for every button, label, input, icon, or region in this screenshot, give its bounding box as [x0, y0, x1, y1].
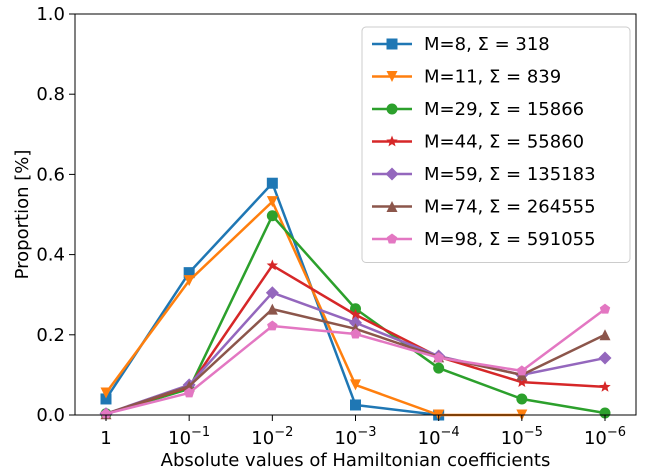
legend: M=8, Σ = 318 M=11, Σ = 839 M=29, Σ = 15866… — [361, 26, 631, 263]
data-point — [433, 362, 445, 374]
x-tick-label: 10−5 — [501, 425, 543, 449]
legend-item: M=74, Σ = 264555 — [372, 197, 596, 218]
data-point — [183, 387, 195, 398]
legend-item: M=44, Σ = 55860 — [372, 132, 584, 153]
data-point — [516, 393, 528, 405]
legend-box — [361, 26, 631, 263]
legend-item: M=11, Σ = 839 — [372, 67, 561, 88]
plot-area — [99, 177, 612, 421]
legend-label: M=29, Σ = 15866 — [424, 99, 584, 120]
y-tick-label: 1.0 — [36, 4, 65, 25]
y-tick-label: 0.8 — [36, 84, 65, 105]
legend-marker — [386, 103, 398, 115]
data-point — [349, 308, 362, 320]
data-point — [266, 210, 278, 222]
legend-label: M=11, Σ = 839 — [424, 67, 561, 88]
data-point — [100, 408, 112, 419]
data-point — [183, 380, 195, 392]
data-point — [100, 393, 112, 405]
x-tick-label: 10−3 — [334, 425, 376, 449]
x-tick-label: 10−1 — [168, 425, 210, 449]
data-point — [266, 196, 278, 208]
data-point — [350, 303, 361, 315]
x-tick-label: 10−4 — [418, 425, 460, 449]
legend-label: M=74, Σ = 264555 — [424, 197, 596, 218]
y-tick-label: 0.0 — [36, 405, 65, 426]
data-point — [350, 399, 361, 411]
y-axis-label: Proportion [%] — [12, 150, 33, 280]
legend-label: M=44, Σ = 55860 — [424, 132, 584, 153]
data-point — [516, 365, 528, 376]
data-point — [267, 320, 278, 331]
data-point — [598, 351, 612, 365]
y-tick-label: 0.4 — [36, 245, 65, 266]
x-tick-label: 10−2 — [251, 425, 293, 449]
data-point — [266, 177, 278, 189]
y-tick-label: 0.2 — [36, 325, 65, 346]
data-point — [350, 379, 361, 391]
data-point — [266, 303, 278, 315]
legend-marker — [386, 71, 398, 82]
legend-marker — [386, 135, 398, 147]
data-point — [516, 376, 528, 387]
legend-item: M=8, Σ = 318 — [372, 34, 550, 55]
data-point — [599, 380, 611, 392]
data-point — [266, 259, 279, 271]
x-axis-label: Absolute values of Hamiltonian coefficie… — [161, 450, 551, 470]
data-point — [265, 286, 279, 300]
legend-item: M=29, Σ = 15866 — [372, 99, 584, 120]
legend-item: M=98, Σ = 591055 — [372, 229, 596, 250]
legend-label: M=59, Σ = 135183 — [424, 164, 596, 185]
data-point — [100, 387, 112, 399]
axes: 0.0 0.2 0.4 0.6 0.8 1.0 1 10−1 10−2 10−3 10−4 10−5 1… — [36, 4, 637, 449]
x-tick-label: 10−6 — [584, 425, 626, 449]
legend-label: M=8, Σ = 318 — [424, 34, 550, 55]
x-tick-label: 1 — [100, 428, 111, 449]
data-point — [350, 328, 361, 339]
data-point — [349, 316, 362, 330]
data-point — [599, 303, 611, 314]
legend-marker — [385, 167, 399, 181]
legend-marker — [386, 233, 398, 244]
data-point — [599, 329, 611, 341]
data-point — [433, 352, 444, 363]
legend-item: M=59, Σ = 135183 — [372, 164, 596, 185]
y-tick-label: 0.6 — [36, 164, 65, 185]
legend-marker — [386, 201, 398, 212]
legend-label: M=98, Σ = 591055 — [424, 229, 596, 250]
data-point — [183, 267, 195, 279]
legend-marker — [386, 38, 398, 50]
data-point — [183, 275, 195, 287]
data-point — [599, 407, 611, 419]
series-7 — [100, 303, 611, 419]
